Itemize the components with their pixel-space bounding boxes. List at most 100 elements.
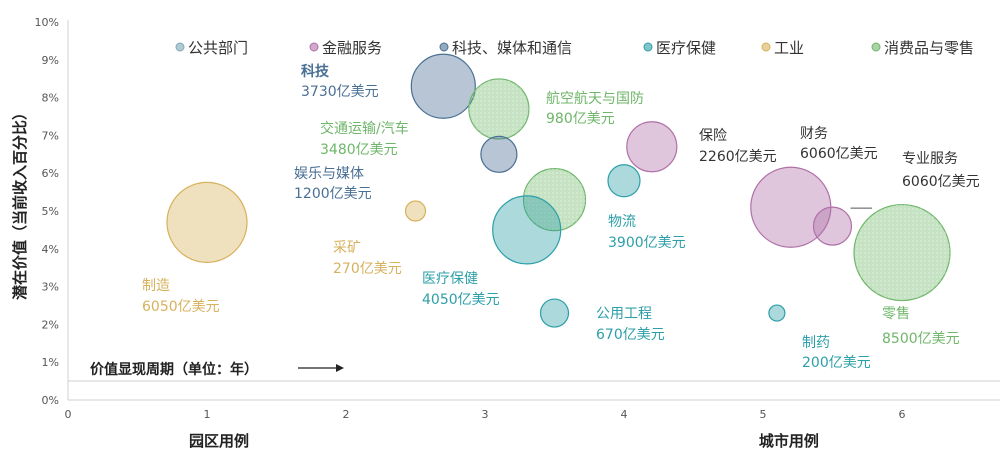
bubble-fill [480, 135, 518, 173]
y-tick-label: 3% [42, 281, 59, 294]
y-tick-label: 8% [42, 92, 59, 105]
bubble-label: 交通运输/汽车 3480亿美元 [320, 120, 409, 158]
bubble-name: 航空航天与国防 [546, 91, 644, 107]
bubble-value: 8500亿美元 [882, 331, 960, 347]
bubble-fill [607, 164, 641, 198]
y-tick-label: 9% [42, 54, 59, 67]
bubble-fill [166, 181, 248, 263]
y-tick-label: 10% [35, 16, 59, 29]
legend-item: 科技、媒体和通信 [439, 39, 572, 57]
bubble-name: 财务 [800, 126, 828, 142]
bubble-name: 交通运输/汽车 [320, 120, 409, 137]
bubble-label: 财务 6060亿美元 [800, 126, 878, 162]
bubble-name: 零售 [882, 306, 910, 322]
legend-label: 科技、媒体和通信 [452, 39, 572, 57]
bubble-label: 娱乐与媒体 1200亿美元 [294, 166, 372, 202]
bubble-label: 采矿 270亿美元 [333, 240, 402, 277]
y-tick-label: 6% [42, 167, 59, 180]
bubble-name: 公用工程 [596, 306, 652, 322]
period-arrow-head [336, 364, 344, 372]
period-label: 价值显现周期（单位：年） [90, 361, 258, 378]
bubble [626, 121, 678, 173]
bubbles [166, 53, 951, 328]
bubble-label: 专业服务 6060亿美元 [902, 151, 980, 190]
bubble-name: 制药 [802, 335, 830, 351]
x-tick-label: 1 [204, 408, 211, 421]
y-tick-labels: 0% 1% 2% 3% 4% 5% 6% 7% 8% 9% 10% [35, 16, 59, 407]
legend-label: 工业 [774, 39, 804, 57]
bubble-texture [468, 78, 529, 139]
bubble-name: 物流 [608, 214, 636, 230]
y-tick-label: 2% [42, 318, 59, 331]
legend-marker [175, 42, 185, 52]
bubble-fill [492, 195, 562, 265]
bubble [853, 203, 951, 302]
bubble-name: 制造 [142, 278, 170, 294]
x-group-label: 城市用例 [759, 432, 819, 450]
y-tick-label: 5% [42, 205, 59, 218]
bubble-label: 制药 200亿美元 [802, 335, 871, 371]
bubble-value: 3480亿美元 [320, 142, 398, 158]
y-axis-label: 潜在价值（当前收入百分比） [11, 105, 29, 300]
bubble-name: 保险 [699, 128, 727, 144]
x-tick-label: 0 [65, 408, 72, 421]
bubble-value: 200亿美元 [802, 355, 871, 371]
bubble [468, 78, 530, 140]
bubble-fill [410, 53, 476, 119]
x-tick-labels: 0 1 2 3 4 5 6 [65, 408, 906, 421]
bubble [607, 164, 641, 198]
legend-item: 医疗保健 [643, 39, 716, 57]
bubble-value: 6060亿美元 [902, 174, 980, 190]
legend-label: 公共部门 [188, 39, 248, 57]
y-tick-label: 7% [42, 129, 59, 142]
bubble [539, 298, 570, 328]
legend-marker [309, 42, 319, 52]
bubble-fill [812, 206, 853, 246]
bubble [480, 135, 518, 173]
bubble-name: 娱乐与媒体 [294, 166, 364, 182]
legend-label: 医疗保健 [656, 39, 716, 57]
bubble-name: 采矿 [333, 240, 361, 256]
bubble-value: 270亿美元 [333, 261, 402, 277]
bubble-label: 医疗保健 4050亿美元 [422, 271, 500, 308]
y-tick-label: 1% [42, 356, 59, 369]
legend-marker [643, 42, 653, 52]
bubble-fill [626, 121, 678, 173]
bubble-fill [768, 304, 786, 322]
bubble-label: 科技 3730亿美元 [301, 63, 379, 100]
x-group-label: 园区用例 [189, 432, 249, 450]
period-annotation: 价值显现周期（单位：年） [68, 361, 1000, 382]
bubble [768, 304, 786, 322]
bubble-value: 6050亿美元 [142, 299, 220, 315]
bubble-label: 物流 3900亿美元 [608, 214, 686, 251]
x-group-labels: 园区用例 城市用例 [189, 432, 819, 450]
bubble-fill [539, 298, 570, 328]
bubble-label: 保险 2260亿美元 [699, 128, 777, 165]
bubble-value: 6060亿美元 [800, 146, 878, 162]
bubble-texture [523, 168, 586, 231]
bubble [404, 200, 427, 222]
y-tick-label: 4% [42, 243, 59, 256]
x-tick-label: 5 [760, 408, 767, 421]
legend-item: 金融服务 [309, 39, 382, 57]
x-tick-label: 2 [343, 408, 350, 421]
bubble-name: 医疗保健 [422, 271, 478, 287]
legend-item: 公共部门 [175, 39, 248, 57]
axes: 0% 1% 2% 3% 4% 5% 6% 7% 8% 9% 10% 0 1 2 3 4 5 6 [35, 16, 1000, 421]
legend-item: 工业 [761, 39, 804, 57]
bubble [166, 181, 248, 263]
legend-label: 金融服务 [322, 39, 382, 57]
y-tick-label: 0% [42, 394, 59, 407]
legend-marker [871, 42, 881, 52]
legend: 公共部门 金融服务 科技、媒体和通信 医疗保健 工业 消费品与零售 [175, 39, 974, 57]
bubble [410, 53, 476, 119]
bubble-name: 科技 [301, 63, 330, 80]
bubble-value: 670亿美元 [596, 327, 665, 343]
legend-marker [439, 42, 449, 52]
bubble-fill [404, 200, 427, 222]
bubble-value: 3730亿美元 [301, 84, 379, 100]
bubble [522, 168, 587, 232]
bubble-texture [854, 204, 950, 301]
